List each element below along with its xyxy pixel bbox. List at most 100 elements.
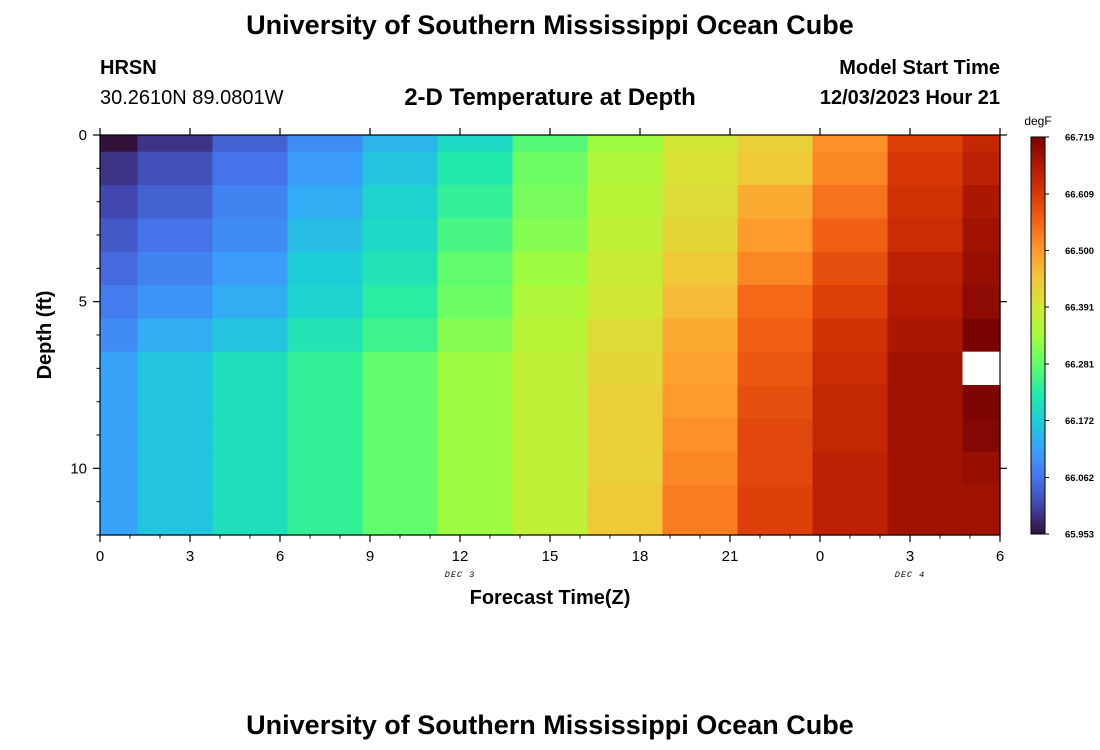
heatmap-cell	[137, 285, 214, 319]
heatmap-cell	[587, 318, 664, 353]
heatmap-cell	[587, 151, 664, 186]
heatmap-cell	[287, 351, 364, 386]
colorbar-tick-label: 66.281	[1065, 360, 1095, 371]
heatmap-cell	[212, 151, 289, 186]
heatmap-cell	[437, 285, 514, 319]
colorbar-tick-label: 65.953	[1065, 530, 1094, 541]
heatmap-cell	[100, 285, 139, 319]
heatmap-cell	[512, 418, 589, 453]
heatmap-cell	[512, 351, 589, 386]
heatmap-cell	[962, 385, 1001, 419]
heatmap-cell	[287, 518, 364, 536]
heatmap-cell	[887, 451, 964, 486]
heatmap-cell	[362, 135, 439, 153]
x-tick-label: 3	[186, 548, 194, 565]
heatmap-cell	[887, 135, 964, 153]
date-label: DEC 4	[895, 570, 926, 580]
heatmap-cell	[362, 518, 439, 536]
heatmap-cell	[587, 251, 664, 286]
x-tick-label: 6	[276, 548, 284, 565]
heatmap-cell	[437, 451, 514, 486]
heatmap-cell	[437, 485, 514, 519]
colorbar-tick-label: 66.172	[1065, 416, 1094, 427]
heatmap-cell	[587, 351, 664, 386]
heatmap-cell	[812, 251, 889, 286]
heatmap-cell	[512, 251, 589, 286]
y-tick-label: 10	[70, 460, 87, 477]
colorbar-tick-label: 66.500	[1065, 246, 1094, 257]
model-start-label: Model Start Time	[839, 57, 1000, 79]
heatmap-cell	[100, 418, 139, 453]
heatmap-cell	[212, 351, 289, 386]
heatmap-cell	[887, 518, 964, 536]
heatmap-cell	[212, 451, 289, 486]
heatmap-cell	[887, 285, 964, 319]
heatmap-cell	[812, 318, 889, 353]
heatmap-cell	[100, 185, 139, 219]
heatmap-cell	[137, 485, 214, 519]
colorbar: 66.719 66.609 66.500 66.391 66.281 66.172 66.0…	[1024, 114, 1094, 541]
heatmap-cell	[587, 218, 664, 253]
y-tick-label: 0	[79, 127, 87, 144]
x-tick-label: 21	[722, 548, 739, 565]
heatmap-cell	[962, 251, 1001, 286]
x-tick-label: 0	[816, 548, 824, 565]
heatmap-cell	[362, 451, 439, 486]
heatmap-cell	[887, 318, 964, 353]
heatmap-cell	[587, 285, 664, 319]
heatmap-cell	[662, 385, 739, 419]
heatmap-cell	[437, 251, 514, 286]
heatmap-cell	[362, 185, 439, 219]
heatmap-cell	[587, 518, 664, 536]
heatmap-cell	[137, 218, 214, 253]
heatmap-cell	[287, 451, 364, 486]
heatmap-cell	[137, 385, 214, 419]
heatmap-cell	[737, 451, 814, 486]
heatmap-cell	[587, 385, 664, 419]
colorbar-tick-label: 66.609	[1065, 190, 1094, 201]
heatmap-cell	[887, 151, 964, 186]
heatmap-cell	[212, 518, 289, 536]
heatmap-cell	[887, 251, 964, 286]
x-tick-label: 3	[906, 548, 914, 565]
heatmap-cell	[587, 451, 664, 486]
heatmap-cell	[587, 418, 664, 453]
x-tick-label: 9	[366, 548, 374, 565]
heatmap-cell	[662, 251, 739, 286]
heatmap-cell	[137, 318, 214, 353]
heatmap-cell	[812, 285, 889, 319]
heatmap-cell	[737, 285, 814, 319]
heatmap-cell	[512, 451, 589, 486]
heatmap-cell	[287, 218, 364, 253]
heatmap-cell	[662, 518, 739, 536]
heatmap-cell	[437, 385, 514, 419]
heatmap-cell	[962, 318, 1001, 353]
heatmap-cell	[662, 151, 739, 186]
heatmap-cell	[887, 485, 964, 519]
heatmap-cell	[137, 518, 214, 536]
heatmap-cell	[137, 418, 214, 453]
colorbar-tick-label: 66.391	[1065, 302, 1095, 313]
x-tick-label: 6	[996, 548, 1004, 565]
heatmap-cells	[100, 135, 1001, 536]
heatmap-cell	[362, 351, 439, 386]
heatmap-cell	[437, 218, 514, 253]
heatmap-cell	[137, 251, 214, 286]
heatmap-cell	[212, 418, 289, 453]
heatmap-cell	[962, 451, 1001, 486]
heatmap-cell	[587, 485, 664, 519]
heatmap-cell	[362, 418, 439, 453]
heatmap-cell	[362, 385, 439, 419]
heatmap-cell	[137, 185, 214, 219]
heatmap-cell	[100, 485, 139, 519]
heatmap-cell	[962, 518, 1001, 536]
heatmap-cell	[887, 385, 964, 419]
heatmap-cell	[362, 485, 439, 519]
station-name: HRSN	[100, 57, 157, 79]
heatmap-cell	[512, 518, 589, 536]
heatmap-cell	[812, 185, 889, 219]
colorbar-tick-label: 66.719	[1065, 133, 1094, 144]
heatmap-cell	[212, 218, 289, 253]
heatmap-cell	[137, 135, 214, 153]
heatmap-cell	[512, 218, 589, 253]
